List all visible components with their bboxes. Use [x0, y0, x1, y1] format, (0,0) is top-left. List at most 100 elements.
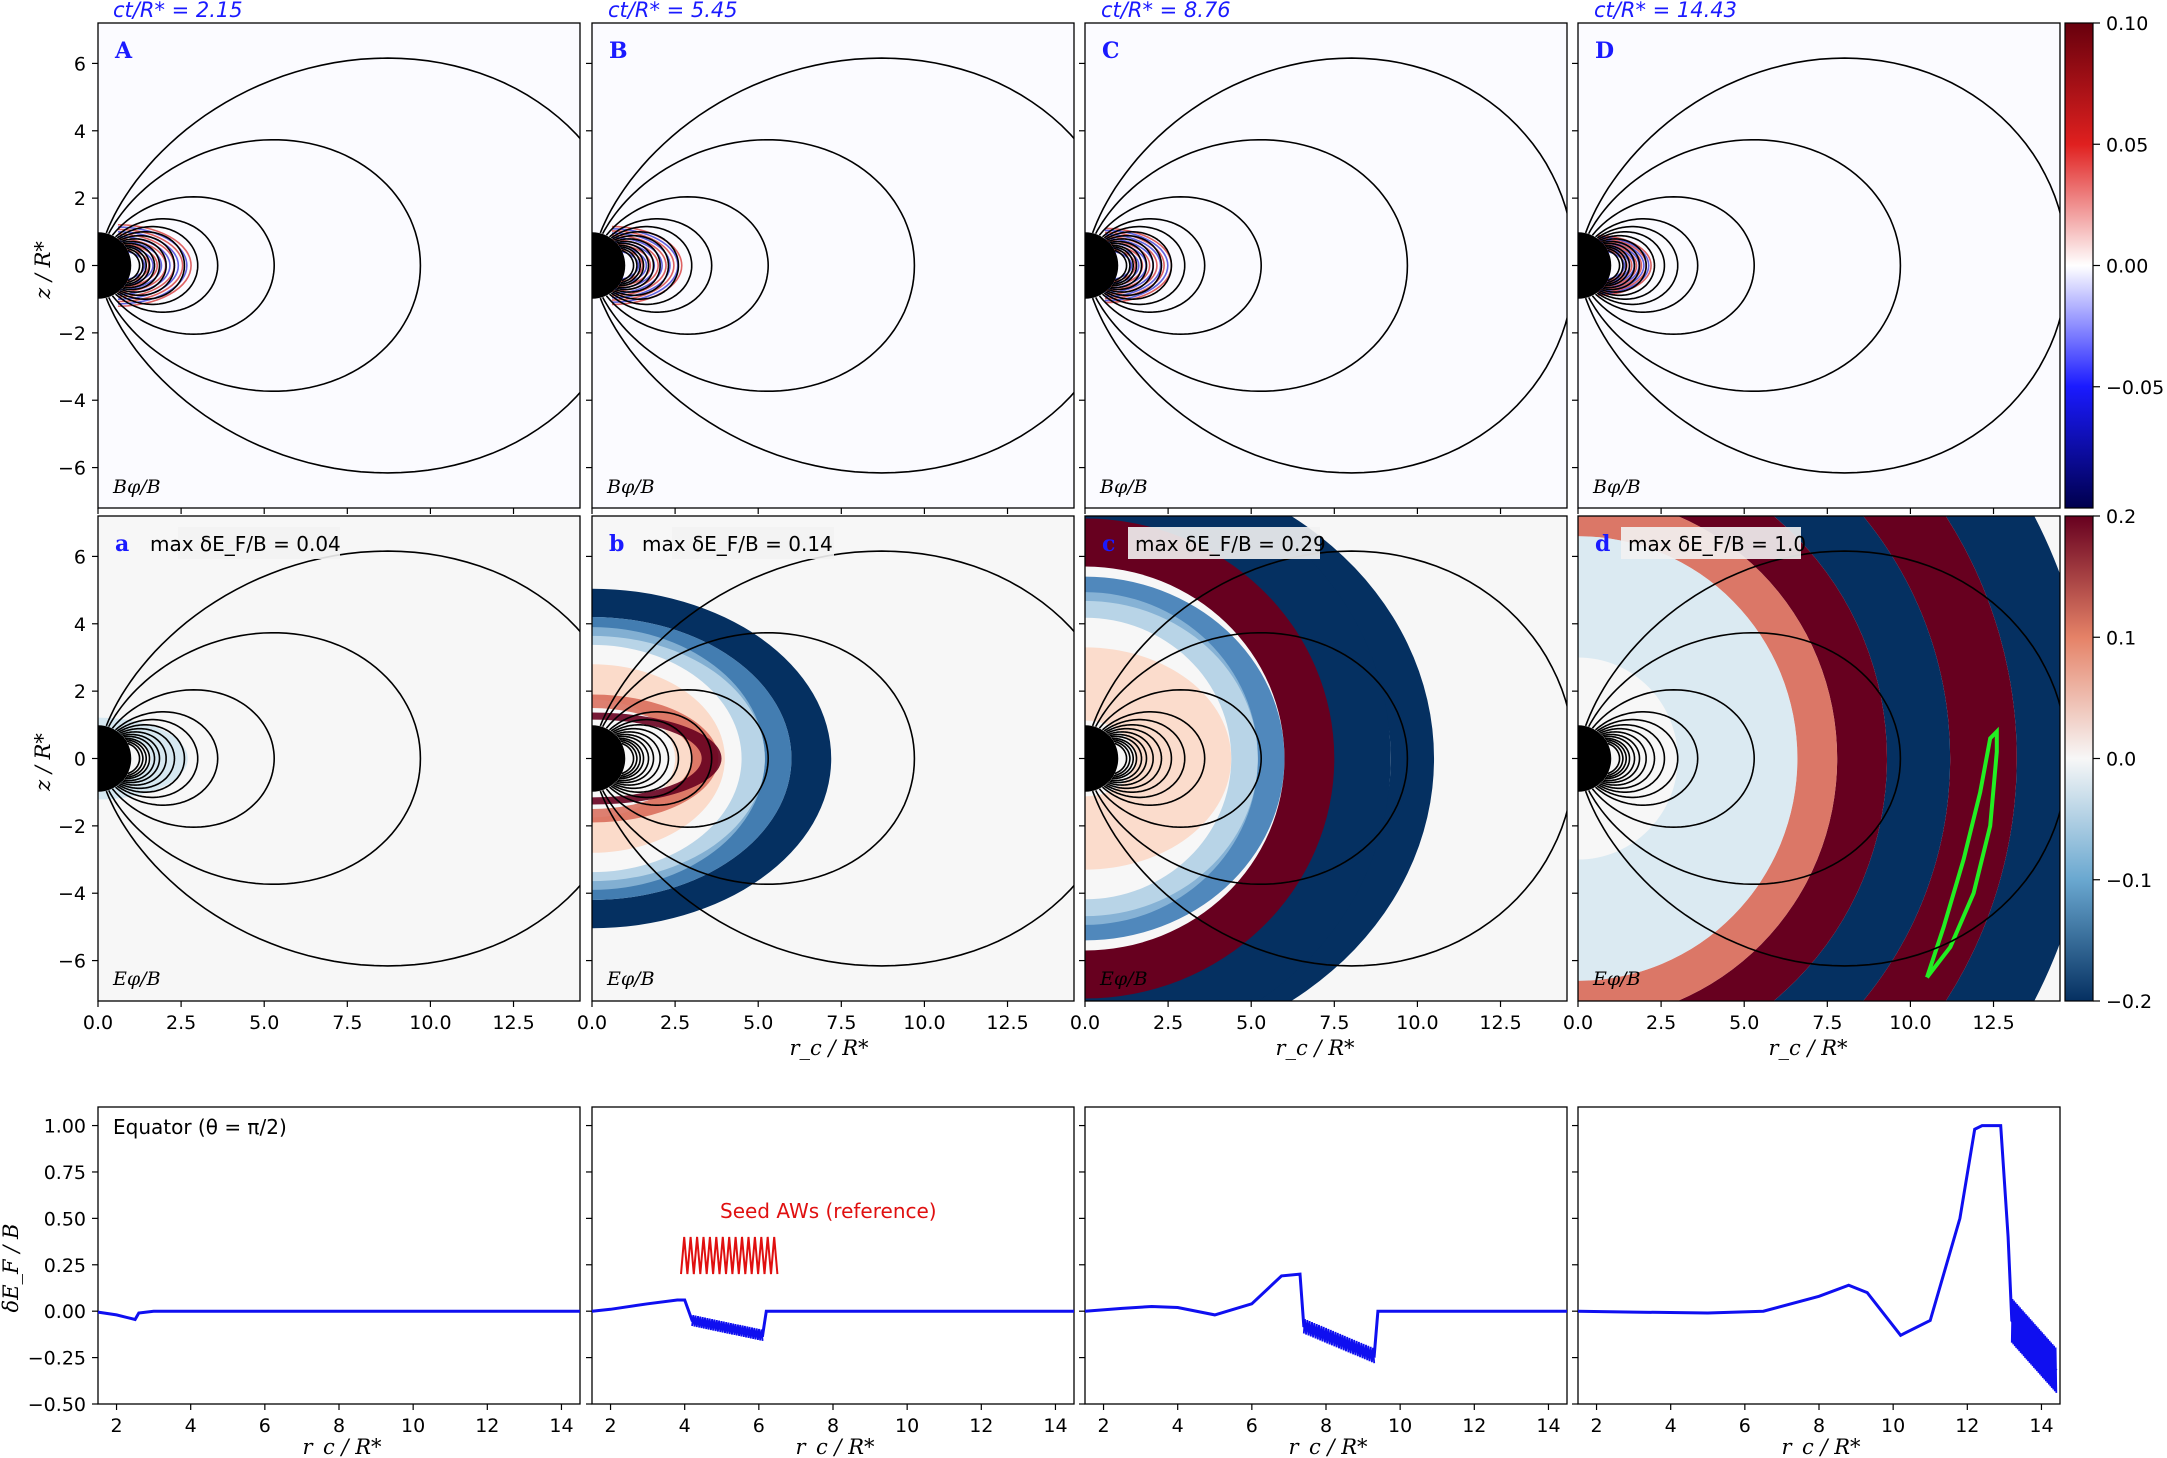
series-t3	[1084, 1272, 1567, 1364]
quantity-label-top-3: Bφ/B	[1099, 476, 1148, 498]
field-lines-1-1	[98, 550, 580, 967]
panel-top-bg-3	[1085, 23, 1567, 508]
panel-letter-a: a	[115, 531, 129, 557]
x-tick-label: 7.5	[826, 1012, 856, 1034]
bottom-x-tick: 6	[1739, 1415, 1751, 1437]
bottom-x-tick: 10	[1388, 1415, 1412, 1437]
bottom-x-tick: 2	[110, 1415, 122, 1437]
bottom-x-tick: 12	[1462, 1415, 1486, 1437]
quantity-label-mid-2: Eφ/B	[606, 968, 655, 990]
series-t1	[97, 1309, 580, 1322]
bottom-x-tick: 12	[969, 1415, 993, 1437]
colorbar-mid-tick: 0.2	[2106, 506, 2136, 528]
colorbar-top-tick: 0.10	[2106, 13, 2148, 35]
x-tick-label: 10.0	[1396, 1012, 1438, 1034]
colorbar-top-tick: 0.05	[2106, 134, 2148, 156]
y-tick-label: 4	[74, 121, 86, 143]
x-tick-label: 7.5	[1319, 1012, 1349, 1034]
x-tick-label: 10.0	[1889, 1012, 1931, 1034]
xlabel-bottom-3: r_c / R*	[1288, 1435, 1368, 1458]
colorbar-mid-tick: −0.2	[2106, 991, 2152, 1013]
panel-letter-c: c	[1102, 531, 1115, 557]
quantity-label-top-4: Bφ/B	[1592, 476, 1641, 498]
y-tick-label: 4	[74, 614, 86, 636]
bottom-x-tick: 8	[827, 1415, 839, 1437]
bottom-x-tick: 4	[679, 1415, 691, 1437]
xlabel-mid-2: r_c / R*	[1768, 1036, 1848, 1060]
x-tick-label: 5.0	[743, 1012, 773, 1034]
panel-top-bg-4	[1578, 23, 2060, 508]
bottom-frame-2	[591, 1106, 1075, 1405]
panel-letter-D: D	[1595, 38, 1614, 64]
line-t1	[97, 1309, 580, 1322]
star-disk	[592, 725, 626, 792]
bottom-y-tick: 1.00	[44, 1116, 86, 1138]
time-title-2: ct/R* = 5.45	[608, 0, 738, 22]
x-tick-label: 5.0	[1729, 1012, 1759, 1034]
bottom-x-tick: 10	[1881, 1415, 1905, 1437]
quantity-label-mid-3: Eφ/B	[1099, 968, 1148, 990]
line-t4	[1577, 1124, 2058, 1372]
quantity-label-mid-1: Eφ/B	[112, 968, 161, 990]
field-lines-1-3	[1085, 550, 1567, 967]
colorbar-mid-tick: 0.1	[2106, 627, 2136, 649]
bottom-x-tick: 8	[333, 1415, 345, 1437]
y-tick-label: 6	[74, 546, 86, 568]
field-lines-1-4	[1578, 550, 2060, 967]
xlabel-bottom-1: r_c / R*	[302, 1435, 382, 1458]
series-t2	[591, 1298, 1074, 1341]
max-annotation-a: max δE_F/B = 0.04	[150, 532, 341, 556]
bottom-y-tick: 0.25	[44, 1255, 86, 1277]
bottom-y-tick: 0.75	[44, 1162, 86, 1184]
bottom-x-tick: 6	[259, 1415, 271, 1437]
bottom-x-tick: 8	[1320, 1415, 1332, 1437]
field-lines-1-2	[592, 550, 1074, 967]
bottom-x-tick: 10	[895, 1415, 919, 1437]
x-tick-label: 2.5	[660, 1012, 690, 1034]
bottom-y-tick: 0.50	[44, 1208, 86, 1230]
bottom-x-tick: 6	[753, 1415, 765, 1437]
x-tick-label: 0.0	[83, 1012, 113, 1034]
bottom-x-tick: 4	[1172, 1415, 1184, 1437]
x-tick-label: 7.5	[1812, 1012, 1842, 1034]
series-t4	[1577, 1124, 2058, 1393]
colorbar-mid-tick: −0.1	[2106, 870, 2152, 892]
ripple-t3	[1302, 1319, 1376, 1364]
seed-aw-zigzag	[680, 1236, 779, 1275]
axis-layer: 6 4 2 0 −2 −4 −6 0.0 2.5 5.0 7.5 10.0 12.5 6 4 2 0 −2 −4 −6…	[28, 53, 2054, 1437]
star-disk	[1578, 232, 1612, 299]
y-tick-label: −4	[58, 883, 86, 905]
bottom-x-tick: 4	[1665, 1415, 1677, 1437]
bottom-y-tick: 0.00	[44, 1301, 86, 1323]
bottom-x-tick: 10	[401, 1415, 425, 1437]
ripple-t4	[2010, 1298, 2058, 1393]
x-tick-label: 5.0	[249, 1012, 279, 1034]
x-tick-label: 0.0	[1070, 1012, 1100, 1034]
y-tick-label: −2	[58, 323, 86, 345]
colorbar-top-tick: 0.00	[2106, 256, 2148, 278]
field-line-layer	[98, 57, 2060, 979]
line-t2	[591, 1298, 1074, 1338]
x-tick-label: 12.5	[1972, 1012, 2014, 1034]
quantity-label-top-1: Bφ/B	[112, 476, 161, 498]
bottom-x-tick: 2	[1097, 1415, 1109, 1437]
colorbar-top	[2064, 22, 2094, 509]
bottom-x-tick: 14	[1536, 1415, 1560, 1437]
panel-letter-b: b	[609, 531, 624, 557]
ylabel-bottom: δE_F / B	[0, 1224, 23, 1313]
y-tick-label: −4	[58, 390, 86, 412]
bottom-line-layer	[97, 1124, 2058, 1393]
panel-letter-C: C	[1102, 38, 1120, 64]
x-tick-label: 12.5	[986, 1012, 1028, 1034]
bottom-x-tick: 12	[1955, 1415, 1979, 1437]
x-tick-label: 0.0	[577, 1012, 607, 1034]
time-title-4: ct/R* = 14.43	[1594, 0, 1737, 22]
star-disk	[1085, 232, 1119, 299]
bottom-x-tick: 2	[604, 1415, 616, 1437]
max-annotation-b: max δE_F/B = 0.14	[642, 532, 833, 556]
bottom-frame-3	[1084, 1106, 1568, 1405]
bottom-y-tick: −0.25	[28, 1348, 86, 1370]
seed-aw-label: Seed AWs (reference)	[720, 1199, 937, 1223]
x-tick-label: 10.0	[903, 1012, 945, 1034]
ylabel-mid: z / R*	[31, 733, 55, 792]
